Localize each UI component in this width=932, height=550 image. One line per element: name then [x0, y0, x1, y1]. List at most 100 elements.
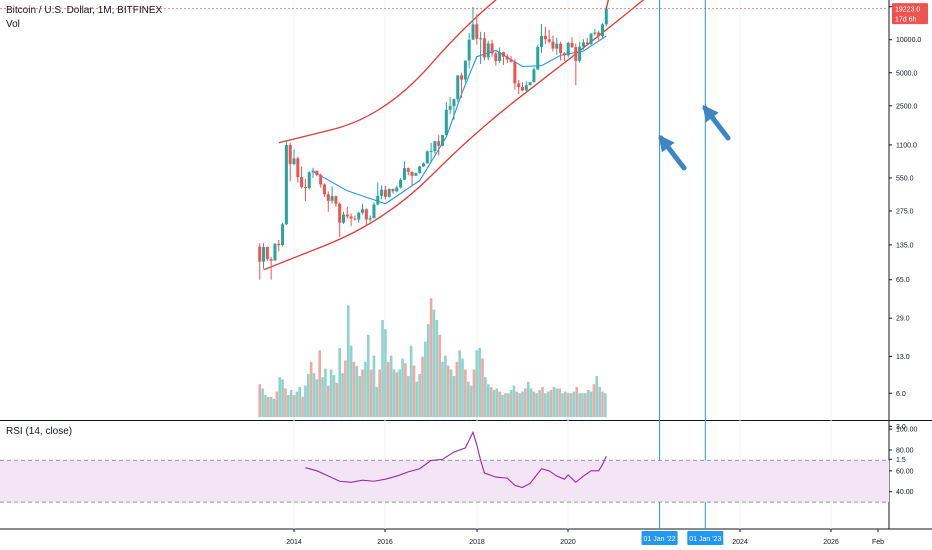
price-tick-label: 13.0	[896, 354, 910, 361]
volume-bar	[469, 385, 473, 417]
price-channel[interactable]	[263, 0, 736, 271]
time-tick-label: 2026	[823, 539, 839, 546]
volume-bar	[384, 329, 387, 417]
candle-body	[441, 135, 445, 146]
volume-bar	[529, 388, 533, 417]
volume-bar	[558, 388, 561, 417]
volume-bar	[418, 374, 421, 417]
forecast-path[interactable]	[605, 0, 731, 171]
volume-bar	[481, 358, 484, 417]
time-tick-label: 2018	[469, 539, 485, 546]
volume-bar	[424, 341, 427, 417]
volume-bar	[592, 384, 596, 417]
volume-bar	[298, 387, 302, 417]
time-badge	[641, 531, 678, 545]
candle-body	[265, 247, 269, 260]
candle-body	[429, 150, 433, 152]
candle-body	[444, 109, 448, 136]
candle-body	[349, 216, 353, 219]
volume-bar	[355, 366, 359, 417]
volume-bar	[478, 347, 481, 417]
volume-bar	[292, 395, 296, 417]
volume-bar	[552, 387, 556, 417]
candle-body	[574, 47, 578, 61]
volume-bar	[372, 355, 376, 417]
volume-bar	[506, 393, 510, 417]
candle-body	[501, 52, 505, 57]
volume-bar	[312, 373, 316, 417]
candle-body	[300, 177, 304, 187]
volume-bar	[595, 376, 599, 417]
candle-body	[292, 158, 296, 165]
candle-body	[330, 196, 334, 201]
volume-bar	[484, 377, 487, 417]
candle-body	[364, 209, 368, 220]
candle-body	[490, 43, 494, 54]
time-badge-label: 01 Jan '23	[689, 536, 721, 543]
candle-body	[505, 56, 509, 60]
rsi-label: RSI (14, close)	[6, 426, 73, 437]
volume-bar	[284, 388, 287, 417]
candle-body	[262, 247, 266, 262]
candle-body	[448, 106, 452, 110]
volume-bar	[515, 391, 519, 417]
candle-body	[322, 184, 326, 195]
volume-bar	[446, 365, 450, 417]
horizontal-levels[interactable]	[0, 0, 889, 529]
volume-bar	[444, 355, 447, 417]
volume-bar	[264, 395, 267, 417]
candle-body	[585, 42, 589, 44]
price-badge-label: 17d 6h	[895, 17, 917, 24]
candle-body	[536, 46, 540, 70]
candle-body	[513, 61, 517, 84]
volume-bar	[398, 369, 401, 417]
volume-bar	[349, 345, 353, 417]
candle-body	[456, 75, 460, 100]
volume-bar	[315, 379, 319, 417]
price-badge	[892, 3, 928, 15]
candle-body	[281, 224, 285, 246]
volume-bar	[561, 393, 564, 417]
candle-body	[593, 32, 597, 34]
volume-bar	[266, 396, 270, 417]
time-tick-label: 2024	[732, 539, 748, 546]
volume-bar	[581, 393, 584, 417]
volume-label: Vol	[6, 19, 20, 30]
price-tick-label: 135.0	[896, 242, 914, 249]
candle-body	[334, 196, 338, 204]
annotation-arrow-right	[702, 104, 731, 141]
volume-bar	[309, 361, 313, 417]
volume-bar	[344, 360, 347, 417]
volume-bar	[435, 319, 439, 417]
volume-bar	[341, 373, 344, 417]
annotation-arrow-left	[658, 134, 687, 171]
volume-bar	[572, 391, 576, 417]
candlesticks	[258, 6, 608, 280]
volume-bar	[326, 385, 330, 417]
time-tick-label: 2020	[560, 539, 576, 546]
candle-body	[338, 203, 342, 223]
candle-body	[532, 69, 536, 83]
volume-bar	[318, 350, 322, 417]
volume-bar	[432, 309, 436, 417]
candle-body	[547, 39, 551, 42]
volume-bar	[366, 334, 370, 417]
time-tick-label: 2014	[286, 539, 302, 546]
volume-bar	[375, 387, 379, 417]
rsi-panel	[0, 430, 889, 503]
price-tick-label: 29.0	[896, 316, 910, 323]
candle-body	[307, 172, 311, 189]
candle-body	[543, 35, 547, 40]
candle-body	[395, 187, 399, 192]
volume-bar	[512, 385, 516, 417]
volume-bar	[329, 369, 333, 417]
volume-bar	[364, 361, 367, 417]
volume-bars	[258, 298, 607, 417]
candle-body	[494, 53, 498, 61]
volume-bar	[275, 391, 279, 417]
candle-body	[410, 171, 414, 176]
volume-bar	[272, 398, 276, 417]
volume-bar	[301, 396, 304, 417]
